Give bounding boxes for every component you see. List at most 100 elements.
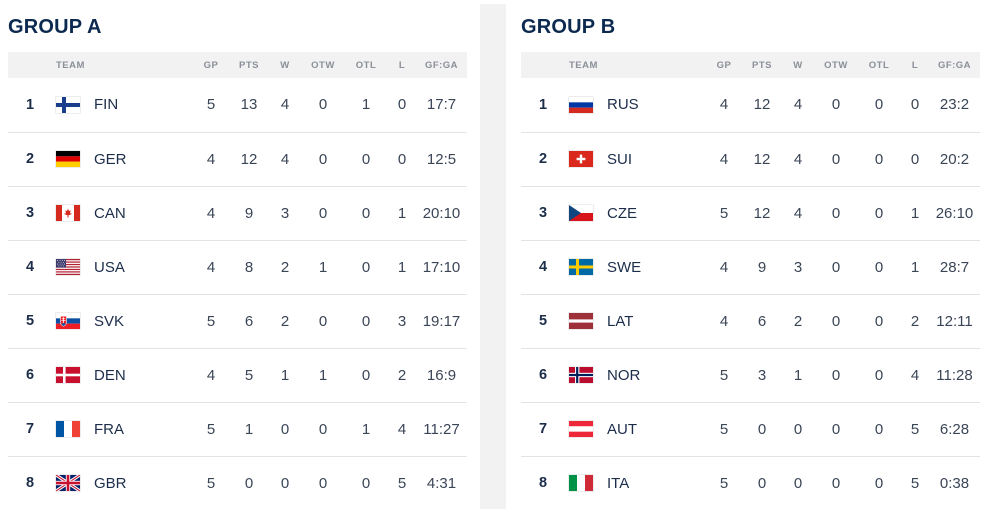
standings-row[interactable]: 5 LAT 4 6 2 0 0 2 12:11 xyxy=(521,294,980,348)
l-cell: 0 xyxy=(910,150,920,168)
gfga-cell: 19:17 xyxy=(422,312,461,330)
team-name[interactable]: GER xyxy=(94,150,127,168)
czechia-flag-icon xyxy=(569,205,593,221)
canada-flag-icon xyxy=(56,205,80,221)
gfga-header[interactable]: GF:GA xyxy=(937,59,972,71)
otl-cell: 0 xyxy=(874,366,884,384)
l-cell: 5 xyxy=(910,474,920,492)
team-name[interactable]: CAN xyxy=(94,204,126,222)
team-cell[interactable]: LAT xyxy=(565,294,705,348)
team-name[interactable]: SUI xyxy=(607,150,633,168)
standings-row[interactable]: 6 NOR 5 3 1 0 0 4 11:28 xyxy=(521,348,980,402)
gfga-cell: 17:10 xyxy=(422,258,461,276)
team-cell[interactable]: RUS xyxy=(565,78,705,132)
l-cell: 5 xyxy=(397,474,407,492)
otl-cell: 0 xyxy=(874,420,884,438)
standings-row[interactable]: 4 USA 4 8 2 1 0 1 17:10 xyxy=(8,240,467,294)
otw-header[interactable]: OTW xyxy=(824,59,848,71)
standings-row[interactable]: 8 GBR 5 0 0 0 0 5 4:31 xyxy=(8,456,467,510)
l-header[interactable]: L xyxy=(398,59,406,71)
team-name[interactable]: ITA xyxy=(607,474,630,492)
team-cell[interactable]: FIN xyxy=(52,78,192,132)
gp-cell: 4 xyxy=(719,312,729,330)
team-name[interactable]: AUT xyxy=(607,420,637,438)
otl-cell: 0 xyxy=(361,366,371,384)
team-name[interactable]: USA xyxy=(94,258,125,276)
otl-cell: 0 xyxy=(361,474,371,492)
pts-cell: 12 xyxy=(753,150,771,168)
gfga-cell: 11:27 xyxy=(423,420,460,438)
standings-row[interactable]: 3 CAN 4 9 3 0 0 1 20:10 xyxy=(8,186,467,240)
standings-row[interactable]: 1 FIN 5 13 4 0 1 0 17:7 xyxy=(8,78,467,132)
team-cell[interactable]: CZE xyxy=(565,186,705,240)
otw-cell: 0 xyxy=(318,312,328,330)
team-cell[interactable]: AUT xyxy=(565,402,705,456)
pts-header[interactable]: PTS xyxy=(752,59,772,71)
team-header[interactable]: TEAM xyxy=(569,59,598,71)
pts-cell: 9 xyxy=(244,204,254,222)
team-cell[interactable]: FRA xyxy=(52,402,192,456)
denmark-flag-icon xyxy=(56,367,80,383)
team-cell[interactable]: NOR xyxy=(565,348,705,402)
gp-header[interactable]: GP xyxy=(716,59,732,71)
standings-row[interactable]: 5 SVK 5 6 2 0 0 3 19:17 xyxy=(8,294,467,348)
gp-cell: 4 xyxy=(719,96,729,114)
w-header[interactable]: W xyxy=(280,59,290,71)
team-cell[interactable]: GER xyxy=(52,132,192,186)
team-name[interactable]: SWE xyxy=(607,258,642,276)
team-cell[interactable]: ITA xyxy=(565,456,705,510)
gp-cell: 5 xyxy=(719,204,729,222)
rank-cell: 4 xyxy=(538,259,548,275)
standings-row[interactable]: 4 SWE 4 9 3 0 0 1 28:7 xyxy=(521,240,980,294)
team-cell[interactable]: GBR xyxy=(52,456,192,510)
otl-cell: 1 xyxy=(361,420,371,438)
team-name[interactable]: DEN xyxy=(94,366,126,384)
standings-row[interactable]: 3 CZE 5 12 4 0 0 1 26:10 xyxy=(521,186,980,240)
l-header[interactable]: L xyxy=(911,59,919,71)
standings-row[interactable]: 8 ITA 5 0 0 0 0 5 0:38 xyxy=(521,456,980,510)
otl-header[interactable]: OTL xyxy=(868,59,890,71)
gfga-cell: 6:28 xyxy=(939,420,970,438)
gfga-cell: 17:7 xyxy=(426,96,457,114)
w-cell: 0 xyxy=(793,474,803,492)
team-name[interactable]: GBR xyxy=(94,474,127,492)
standings-row[interactable]: 7 AUT 5 0 0 0 0 5 6:28 xyxy=(521,402,980,456)
gfga-cell: 11:28 xyxy=(936,366,973,384)
standings-row[interactable]: 7 FRA 5 1 0 0 1 4 11:27 xyxy=(8,402,467,456)
team-name[interactable]: LAT xyxy=(607,312,634,330)
team-cell[interactable]: SUI xyxy=(565,132,705,186)
team-cell[interactable]: USA xyxy=(52,240,192,294)
team-cell[interactable]: SWE xyxy=(565,240,705,294)
gfga-cell: 16:9 xyxy=(426,366,457,384)
otw-cell: 0 xyxy=(831,258,841,276)
standings-table: TEAM GP PTS W OTW OTL L GF:GA 1 RUS 4 12… xyxy=(521,52,980,510)
team-name[interactable]: RUS xyxy=(607,96,639,114)
standings-row[interactable]: 2 SUI 4 12 4 0 0 0 20:2 xyxy=(521,132,980,186)
team-cell[interactable]: CAN xyxy=(52,186,192,240)
gfga-header[interactable]: GF:GA xyxy=(424,59,459,71)
team-cell[interactable]: DEN xyxy=(52,348,192,402)
pts-header[interactable]: PTS xyxy=(239,59,259,71)
l-cell: 0 xyxy=(910,96,920,114)
gfga-cell: 12:5 xyxy=(426,150,457,168)
pts-cell: 12 xyxy=(240,150,258,168)
standings-row[interactable]: 6 DEN 4 5 1 1 0 2 16:9 xyxy=(8,348,467,402)
team-name[interactable]: CZE xyxy=(607,204,637,222)
standings-row[interactable]: 1 RUS 4 12 4 0 0 0 23:2 xyxy=(521,78,980,132)
team-name[interactable]: SVK xyxy=(94,312,125,330)
gp-cell: 5 xyxy=(206,312,216,330)
team-cell[interactable]: SVK xyxy=(52,294,192,348)
team-name[interactable]: FRA xyxy=(94,420,124,438)
gp-header[interactable]: GP xyxy=(203,59,219,71)
w-header[interactable]: W xyxy=(793,59,803,71)
otl-header[interactable]: OTL xyxy=(355,59,377,71)
w-cell: 4 xyxy=(793,150,803,168)
standings-row[interactable]: 2 GER 4 12 4 0 0 0 12:5 xyxy=(8,132,467,186)
team-name[interactable]: NOR xyxy=(607,366,641,384)
uk-flag-icon xyxy=(56,475,80,492)
team-name[interactable]: FIN xyxy=(94,96,119,114)
otw-header[interactable]: OTW xyxy=(311,59,335,71)
team-header[interactable]: TEAM xyxy=(56,59,85,71)
w-cell: 4 xyxy=(280,96,290,114)
latvia-flag-icon xyxy=(569,313,593,329)
